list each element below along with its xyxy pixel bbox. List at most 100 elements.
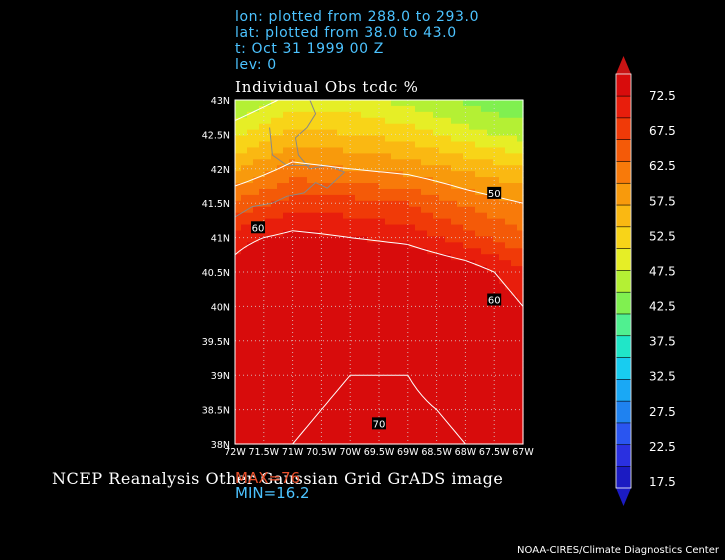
heatmap-cell [271,206,278,214]
heatmap-cell [253,396,260,404]
heatmap-cell [253,105,260,113]
heatmap-cell [415,372,422,380]
heatmap-cell [337,200,344,208]
heatmap-cell [385,390,392,398]
heatmap-cell [271,390,278,398]
heatmap-cell [511,319,518,326]
heatmap-cell [241,283,248,291]
y-tick-label: 39N [211,371,230,382]
heatmap-cell [325,402,332,410]
heatmap-cell [463,408,470,415]
heatmap-cell [277,254,284,261]
heatmap-cell [295,194,302,202]
heatmap-cell [277,426,284,433]
heatmap-cell [343,319,350,326]
heatmap-cell [409,141,416,149]
heatmap-cell [517,236,524,243]
heatmap-cell [499,171,506,178]
heatmap-cell [319,242,326,249]
heatmap-cell [511,218,518,226]
heatmap-cell [319,254,326,261]
heatmap-cell [439,212,446,220]
x-tick-label: 67.5W [479,447,510,458]
heatmap-cell [241,135,248,143]
heatmap-cell [319,313,326,321]
heatmap-cell [277,183,284,190]
heatmap-cell [457,384,464,392]
heatmap-cell [391,165,398,172]
heatmap-cell [241,242,248,249]
y-tick-label: 41N [211,234,230,245]
heatmap-cell [445,277,452,285]
heatmap-cell [427,384,434,392]
heatmap-cell [247,260,254,267]
heatmap-cell [385,188,392,196]
heatmap-cell [301,117,308,125]
heatmap-cell [277,372,284,380]
heatmap-cell [457,402,464,410]
heatmap-cell [475,254,482,261]
heatmap-cell [451,438,458,445]
heatmap-cell [343,295,350,303]
heatmap-cell [421,165,428,172]
heatmap-cell [283,206,290,214]
heatmap-cell [463,230,470,238]
heatmap-cell [379,123,386,131]
heatmap-cell [409,372,416,380]
heatmap-cell [475,414,482,421]
heatmap-cell [409,390,416,398]
heatmap-cell [349,414,356,421]
heatmap-cell [277,384,284,392]
heatmap-cell [349,372,356,380]
heatmap-cell [379,396,386,404]
heatmap-cell [385,272,392,279]
heatmap-cell [367,218,374,226]
heatmap-cell [235,100,242,107]
heatmap-cell [247,254,254,261]
heatmap-cell [457,147,464,154]
heatmap-cell [481,230,488,238]
heatmap-cell [421,141,428,149]
heatmap-cell [493,343,500,350]
heatmap-cell [295,105,302,113]
colorbar-label: 32.5 [649,370,676,384]
heatmap-cell [343,171,350,178]
heatmap-cell [433,289,440,297]
heatmap-cell [247,277,254,285]
heatmap-cell [505,349,512,356]
heatmap-cell [271,272,278,279]
colorbar-label: 17.5 [649,475,676,489]
heatmap-cell [415,111,422,119]
heatmap-cell [391,141,398,149]
heatmap-cell [415,100,422,107]
heatmap-cell [241,212,248,220]
heatmap-cell [319,372,326,380]
heatmap-cell [325,123,332,131]
heatmap-cell [337,117,344,125]
heatmap-cell [439,378,446,386]
heatmap-cell [355,171,362,178]
heatmap-cell [415,438,422,445]
heatmap-cell [451,123,458,131]
heatmap-cell [517,177,524,184]
heatmap-cell [403,295,410,303]
colorbar-segment [615,400,632,424]
heatmap-cell [421,260,428,267]
heatmap-cell [481,117,488,125]
heatmap-cell [295,390,302,398]
heatmap-cell [421,194,428,202]
heatmap-cell [325,301,332,309]
heatmap-cell [337,230,344,238]
heatmap-cell [373,242,380,249]
heatmap-cell [271,414,278,421]
heatmap-cell [259,266,266,273]
heatmap-cell [361,420,368,427]
heatmap-cell [313,129,320,137]
heatmap-cell [385,414,392,421]
heatmap-cell [463,272,470,279]
heatmap-cell [331,438,338,445]
heatmap-cell [415,135,422,143]
heatmap-cell [355,105,362,113]
heatmap-cell [361,438,368,445]
heatmap-cell [475,360,482,368]
